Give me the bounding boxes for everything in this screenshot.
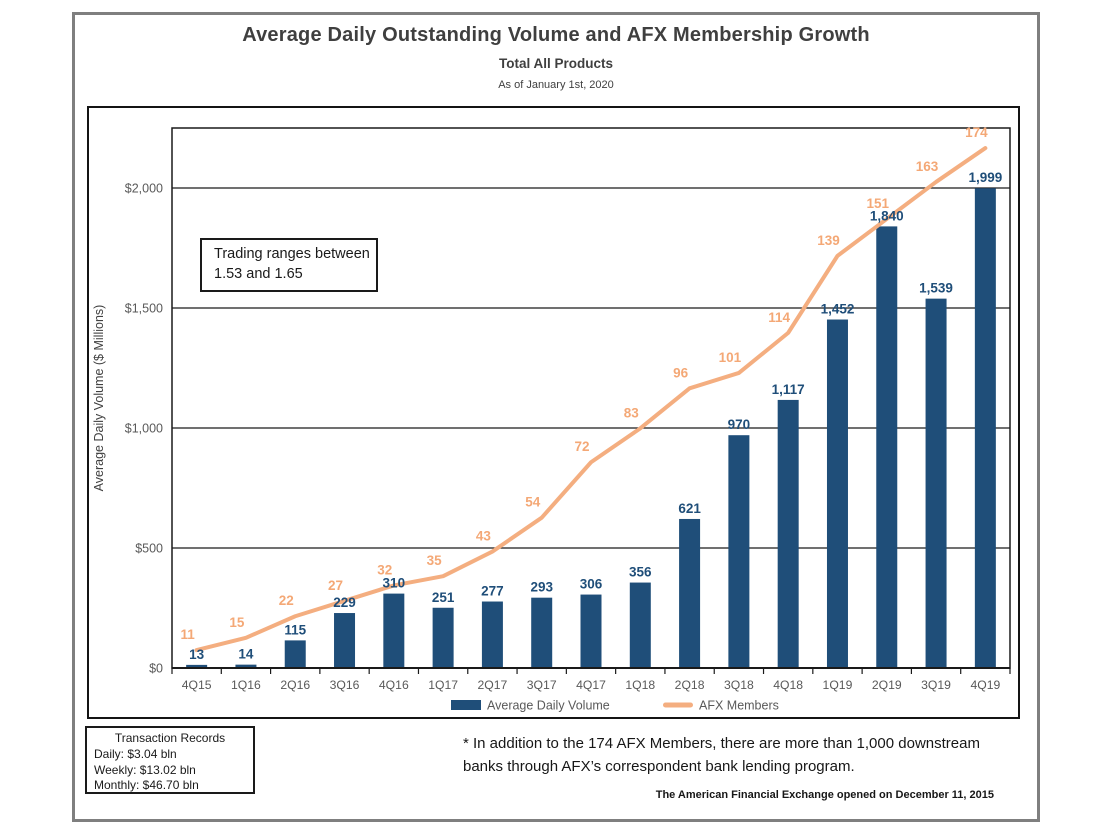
- members-data-label: 15: [229, 615, 245, 630]
- transaction-records-box: Transaction Records Daily: $3.04 bln Wee…: [85, 726, 255, 794]
- members-data-label: 96: [673, 365, 689, 380]
- volume-data-label: 1,452: [821, 302, 855, 317]
- y-axis-title: Average Daily Volume ($ Millions): [92, 305, 106, 492]
- volume-data-label: 306: [580, 577, 603, 592]
- volume-bar: [777, 399, 799, 668]
- x-tick-label: 2Q17: [477, 678, 507, 692]
- volume-data-label: 1,999: [968, 170, 1002, 185]
- x-tick-label: 1Q16: [231, 678, 261, 692]
- volume-bar: [679, 518, 701, 668]
- members-data-label: 54: [525, 495, 541, 510]
- afx-members-line: [194, 146, 988, 653]
- members-data-label: 43: [476, 529, 492, 544]
- members-data-label: 163: [916, 159, 939, 174]
- volume-data-label: 310: [383, 576, 406, 591]
- x-tick-label: 3Q19: [921, 678, 951, 692]
- volume-bar: [284, 640, 306, 668]
- x-tick-label: 4Q15: [182, 678, 212, 692]
- volume-bar: [235, 664, 257, 668]
- x-tick-label: 1Q19: [823, 678, 853, 692]
- members-data-label: 35: [427, 553, 443, 568]
- x-tick-label: 3Q17: [527, 678, 557, 692]
- volume-bar: [728, 435, 750, 668]
- transaction-records-monthly: Monthly: $46.70 bln: [94, 778, 199, 793]
- x-tick-label: 2Q19: [872, 678, 902, 692]
- members-data-label: 151: [866, 196, 889, 211]
- y-tick-label: $500: [135, 542, 163, 556]
- members-data-label: 27: [328, 578, 343, 593]
- y-tick-label: $2,000: [125, 182, 163, 196]
- volume-data-label: 970: [728, 417, 751, 432]
- members-data-label: 114: [768, 310, 790, 325]
- x-tick-label: 2Q18: [675, 678, 705, 692]
- x-tick-label: 1Q17: [428, 678, 458, 692]
- volume-bar: [580, 594, 602, 668]
- x-tick-label: 3Q18: [724, 678, 754, 692]
- members-footnote: * In addition to the 174 AFX Members, th…: [463, 735, 980, 775]
- volume-bar: [334, 613, 356, 668]
- volume-bar: [826, 319, 848, 668]
- volume-bar: [186, 664, 208, 668]
- volume-bar: [481, 601, 503, 668]
- members-data-label: 72: [574, 439, 589, 454]
- x-tick-label: 4Q18: [773, 678, 803, 692]
- chart-area: $0 $500 $1,000 $1,500 $2,000 4Q15 1Q16 2Q16 3Q16…: [87, 106, 1020, 719]
- members-data-label: 101: [719, 350, 742, 365]
- combo-chart: $0 $500 $1,000 $1,500 $2,000 4Q15 1Q16 2Q16 3Q16…: [92, 125, 1011, 713]
- volume-bar: [876, 226, 898, 668]
- volume-data-label: 293: [530, 580, 553, 595]
- opening-date-note: The American Financial Exchange opened o…: [655, 789, 994, 801]
- legend-bar-swatch: [451, 700, 481, 710]
- transaction-records-daily: Daily: $3.04 bln: [94, 746, 177, 761]
- volume-data-label: 1,539: [919, 281, 953, 296]
- members-data-label: 11: [181, 627, 196, 642]
- volume-data-label: 1,117: [772, 382, 805, 397]
- volume-data-label: 13: [189, 647, 205, 662]
- outer-frame: [72, 12, 1040, 822]
- trading-range-annotation: Trading ranges between 1.53 and 1.65: [200, 238, 378, 292]
- trading-range-line1: Trading ranges between: [214, 246, 370, 262]
- y-tick-label: $0: [149, 662, 163, 676]
- legend-line-swatch: [663, 702, 693, 708]
- volume-bar: [925, 298, 947, 668]
- legend-line-label: AFX Members: [699, 699, 779, 713]
- volume-data-label: 229: [333, 595, 356, 610]
- volume-data-label: 621: [678, 501, 701, 516]
- volume-bar: [432, 607, 454, 668]
- volume-bar: [974, 188, 996, 668]
- x-tick-label: 4Q17: [576, 678, 606, 692]
- x-tick-label: 4Q19: [970, 678, 1000, 692]
- legend-bar-label: Average Daily Volume: [487, 699, 610, 713]
- members-data-label: 83: [624, 405, 640, 420]
- members-data-label: 174: [965, 125, 988, 140]
- members-data-label: 139: [817, 233, 840, 248]
- y-tick-label: $1,500: [125, 302, 163, 316]
- volume-data-label: 277: [481, 584, 504, 599]
- x-tick-label: 3Q16: [330, 678, 360, 692]
- volume-data-label: 14: [238, 647, 254, 662]
- trading-range-line2: 1.53 and 1.65: [214, 265, 303, 282]
- x-tick-label: 2Q16: [280, 678, 310, 692]
- volume-bar: [383, 593, 405, 668]
- volume-data-label: 115: [284, 622, 306, 637]
- transaction-records-weekly: Weekly: $13.02 bln: [94, 762, 196, 777]
- volume-data-label: 1,840: [870, 208, 904, 223]
- volume-data-label: 356: [629, 565, 652, 580]
- page-subtitle: Total All Products: [498, 56, 613, 71]
- volume-bar: [629, 582, 651, 668]
- members-data-label: 22: [279, 593, 294, 608]
- as-of-date: As of January 1st, 2020: [498, 79, 614, 91]
- volume-bar: [531, 597, 553, 668]
- y-tick-label: $1,000: [125, 422, 163, 436]
- x-tick-label: 4Q16: [379, 678, 409, 692]
- x-tick-label: 1Q18: [625, 678, 655, 692]
- members-data-label: 32: [377, 562, 392, 577]
- page-title: Average Daily Outstanding Volume and AFX…: [242, 24, 870, 46]
- transaction-records-title: Transaction Records: [114, 731, 226, 745]
- volume-data-label: 251: [432, 590, 455, 605]
